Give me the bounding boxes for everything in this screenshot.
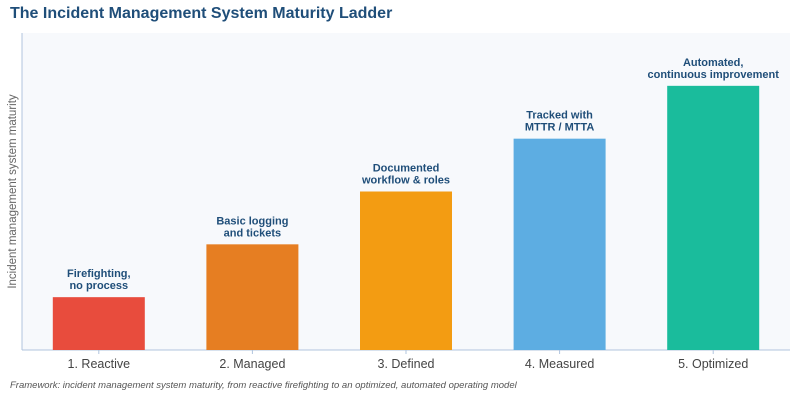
bar-annotation: Basic logging	[216, 215, 288, 227]
x-tick-label: 5. Optimized	[678, 357, 748, 371]
footnote: Framework: incident management system ma…	[10, 380, 517, 391]
bar-4	[513, 138, 606, 350]
bar-5	[667, 85, 760, 350]
bar-annotation: and tickets	[224, 227, 281, 239]
bar-annotation: no process	[69, 280, 128, 292]
bar-3	[360, 191, 452, 350]
bar-annotation: Automated,	[683, 57, 744, 69]
bar-annotation: Firefighting,	[67, 268, 131, 280]
bar-annotation: continuous improvement	[647, 69, 779, 81]
bar-annotation: Tracked with	[526, 110, 593, 122]
x-tick-label: 4. Measured	[525, 357, 595, 371]
chart-title: The Incident Management System Maturity …	[10, 5, 393, 22]
bar-annotation: MTTR / MTTA	[525, 122, 594, 134]
x-tick-label: 2. Managed	[219, 357, 285, 371]
bar-2	[206, 244, 299, 350]
y-axis-label: Incident management system maturity	[7, 94, 19, 289]
bar-annotation: workflow & roles	[361, 175, 450, 187]
bar-1	[52, 297, 145, 350]
bar-annotation: Documented	[373, 163, 440, 175]
x-tick-label: 3. Defined	[378, 357, 435, 371]
x-tick-label: 1. Reactive	[68, 357, 131, 371]
